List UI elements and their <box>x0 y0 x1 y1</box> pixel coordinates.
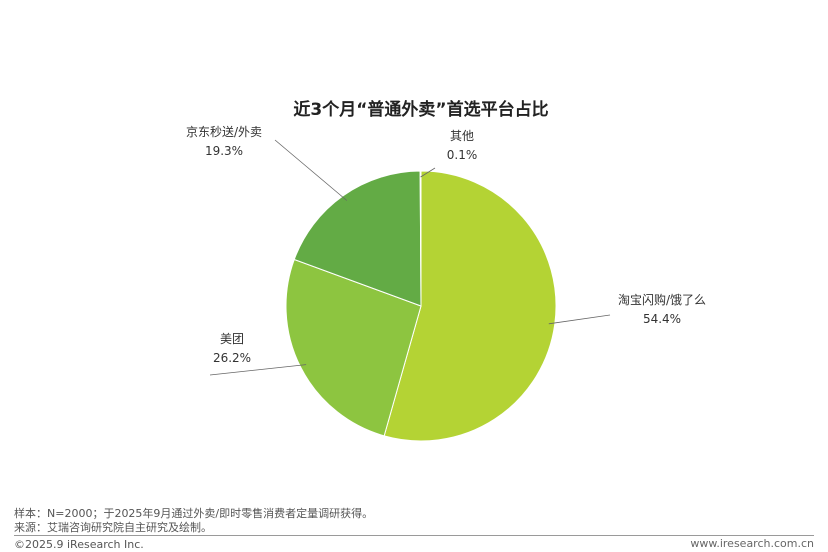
pie-chart: 近3个月“普通外卖”首选平台占比 淘宝闪购/饿了么 54.4% 美团 26.2% 京东秒… <box>186 99 706 442</box>
leader-lines <box>209 139 611 376</box>
source-note: 来源：艾瑞咨询研究院自主研究及绘制。 <box>14 521 212 534</box>
slice-category-label: 淘宝闪购/饿了么 <box>618 292 706 307</box>
leader-line <box>274 139 348 201</box>
slice-labels: 淘宝闪购/饿了么 54.4% 美团 26.2% 京东秒送/外卖 19.3% 其他 0.1% <box>186 124 706 365</box>
leader-line <box>209 364 307 376</box>
leader-line <box>548 314 611 325</box>
footer-divider <box>14 535 814 536</box>
pie-slice <box>383 170 557 442</box>
slice-category-label: 其他 <box>450 129 474 143</box>
website-link[interactable]: www.iresearch.com.cn <box>690 537 814 550</box>
sample-note: 样本：N=2000；于2025年9月通过外卖/即时零售消费者定量调研获得。 <box>14 507 374 520</box>
slice-category-label: 京东秒送/外卖 <box>186 124 262 139</box>
slice-value-label: 26.2% <box>213 351 251 365</box>
slice-value-label: 0.1% <box>447 148 478 162</box>
slice-value-label: 19.3% <box>205 144 243 158</box>
leader-line <box>420 167 436 178</box>
pie-slice <box>293 170 422 307</box>
pie-slice <box>285 258 422 437</box>
chart-title: 近3个月“普通外卖”首选平台占比 <box>293 99 548 120</box>
copyright-text: ©2025.9 iResearch Inc. <box>14 538 144 551</box>
slice-category-label: 美团 <box>220 332 244 346</box>
pie-slices <box>285 170 557 442</box>
slice-value-label: 54.4% <box>643 312 681 326</box>
pie-slice <box>419 170 422 307</box>
